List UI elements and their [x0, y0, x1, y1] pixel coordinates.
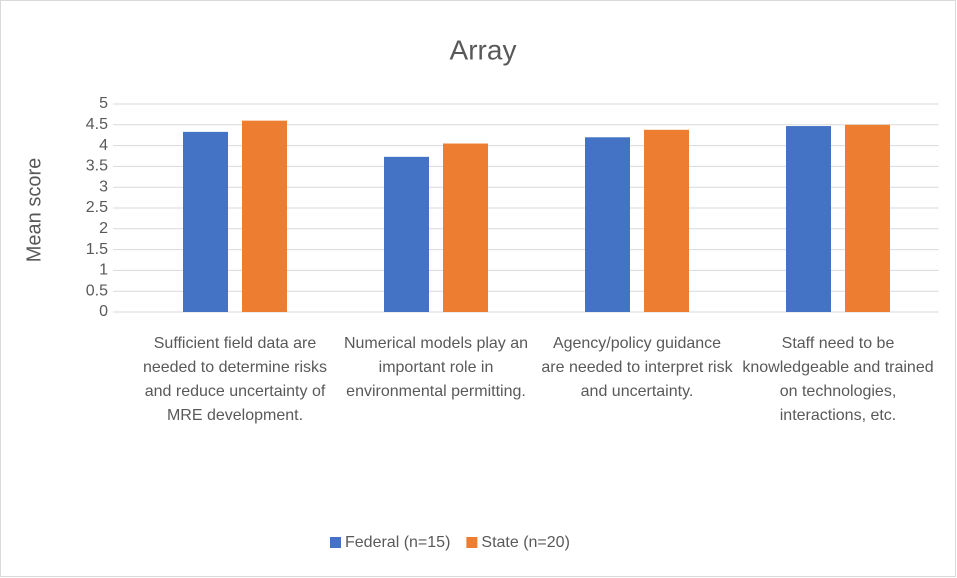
- x-tick-label: Sufficient field data are needed to dete…: [142, 335, 328, 424]
- x-tick-label: Agency/policy guidance are needed to int…: [541, 335, 733, 400]
- y-tick-label: 2.5: [86, 199, 108, 216]
- chart-title: Array: [450, 34, 517, 65]
- y-tick-label: 1.5: [86, 241, 108, 258]
- y-tick-label: 4.5: [86, 116, 108, 133]
- y-axis-label: Mean score: [23, 158, 45, 263]
- bar: [585, 137, 630, 312]
- x-tick-label: Numerical models play an important role …: [343, 335, 529, 400]
- y-tick-label: 3: [99, 178, 108, 195]
- y-tick-label: 0.5: [86, 282, 108, 299]
- bar: [242, 120, 287, 312]
- legend-swatch: [466, 537, 478, 548]
- y-tick-label: 5: [99, 95, 108, 112]
- y-tick-label: 4: [99, 137, 108, 154]
- legend-swatch: [330, 537, 341, 548]
- legend-label: Federal (n=15): [345, 534, 450, 551]
- bar: [384, 156, 429, 312]
- bar: [786, 126, 831, 312]
- bar: [443, 143, 488, 312]
- bar: [845, 124, 890, 312]
- bar: [644, 129, 689, 312]
- bar: [183, 131, 228, 312]
- y-tick-label: 3.5: [86, 158, 108, 175]
- x-tick-label: Staff need to be knowledgeable and train…: [742, 335, 934, 424]
- legend-label: State (n=20): [481, 534, 570, 551]
- y-tick-label: 1: [99, 262, 108, 279]
- y-tick-label: 2: [99, 220, 108, 237]
- y-tick-label: 0: [99, 303, 108, 320]
